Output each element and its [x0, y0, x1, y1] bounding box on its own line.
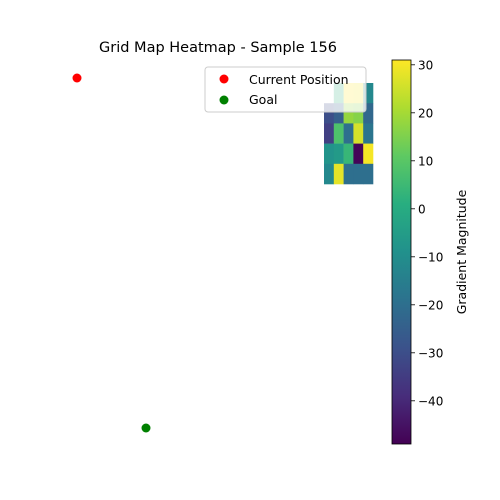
heatmap-cell: [353, 163, 364, 185]
heatmap-cell: [333, 103, 344, 124]
colorbar-gradient: [391, 59, 412, 445]
heatmap-cell: [353, 103, 364, 124]
heatmap-cell: [333, 163, 344, 185]
legend-frame: [204, 66, 367, 113]
markers: [72, 73, 151, 433]
heatmap-grid: [324, 83, 374, 185]
legend-swatch-current-position: [219, 74, 229, 84]
goal-marker: [141, 423, 151, 433]
colorbar-tick-label: 20: [418, 106, 433, 120]
heatmap-cell: [324, 163, 335, 185]
heatmap-cell: [363, 163, 374, 185]
heatmap-cell: [353, 123, 364, 144]
colorbar-tick-label: −10: [418, 250, 443, 264]
legend: Current Position Goal: [204, 66, 367, 113]
heatmap-cell: [324, 123, 335, 144]
heatmap-cell: [353, 143, 364, 165]
colorbar-tick-label: 0: [418, 202, 426, 216]
heatmap-cell: [324, 143, 335, 165]
heatmap-cell: [333, 143, 344, 165]
legend-swatch-goal: [219, 95, 229, 105]
colorbar-label: Gradient Magnitude: [454, 189, 469, 314]
heatmap-cell: [343, 123, 354, 144]
colorbar-tick-label: 30: [418, 58, 433, 72]
heatmap-cell: [324, 103, 335, 124]
current-position-marker: [72, 73, 82, 83]
colorbar: 30 20 10 0 −10 −20 −30 −40 Gradient Magnitude: [391, 58, 469, 445]
colorbar-tick-label: 10: [418, 154, 433, 168]
heatmap-cell: [363, 143, 374, 165]
heatmap-cell: [343, 103, 354, 124]
heatmap-cell: [363, 103, 374, 124]
chart-title: Grid Map Heatmap - Sample 156: [99, 40, 337, 56]
colorbar-tick-label: −20: [418, 298, 443, 312]
heatmap-cell: [343, 163, 354, 185]
heatmap-cell: [363, 123, 374, 144]
legend-label-current-position: Current Position: [249, 72, 349, 87]
colorbar-ticks: 30 20 10 0 −10 −20 −30 −40: [411, 58, 443, 408]
legend-label-goal: Goal: [249, 92, 277, 107]
heatmap-cell: [363, 83, 374, 104]
heatmap-cell: [333, 123, 344, 144]
heatmap-cell: [343, 143, 354, 165]
colorbar-tick-label: −30: [418, 346, 443, 360]
colorbar-tick-label: −40: [418, 394, 443, 408]
